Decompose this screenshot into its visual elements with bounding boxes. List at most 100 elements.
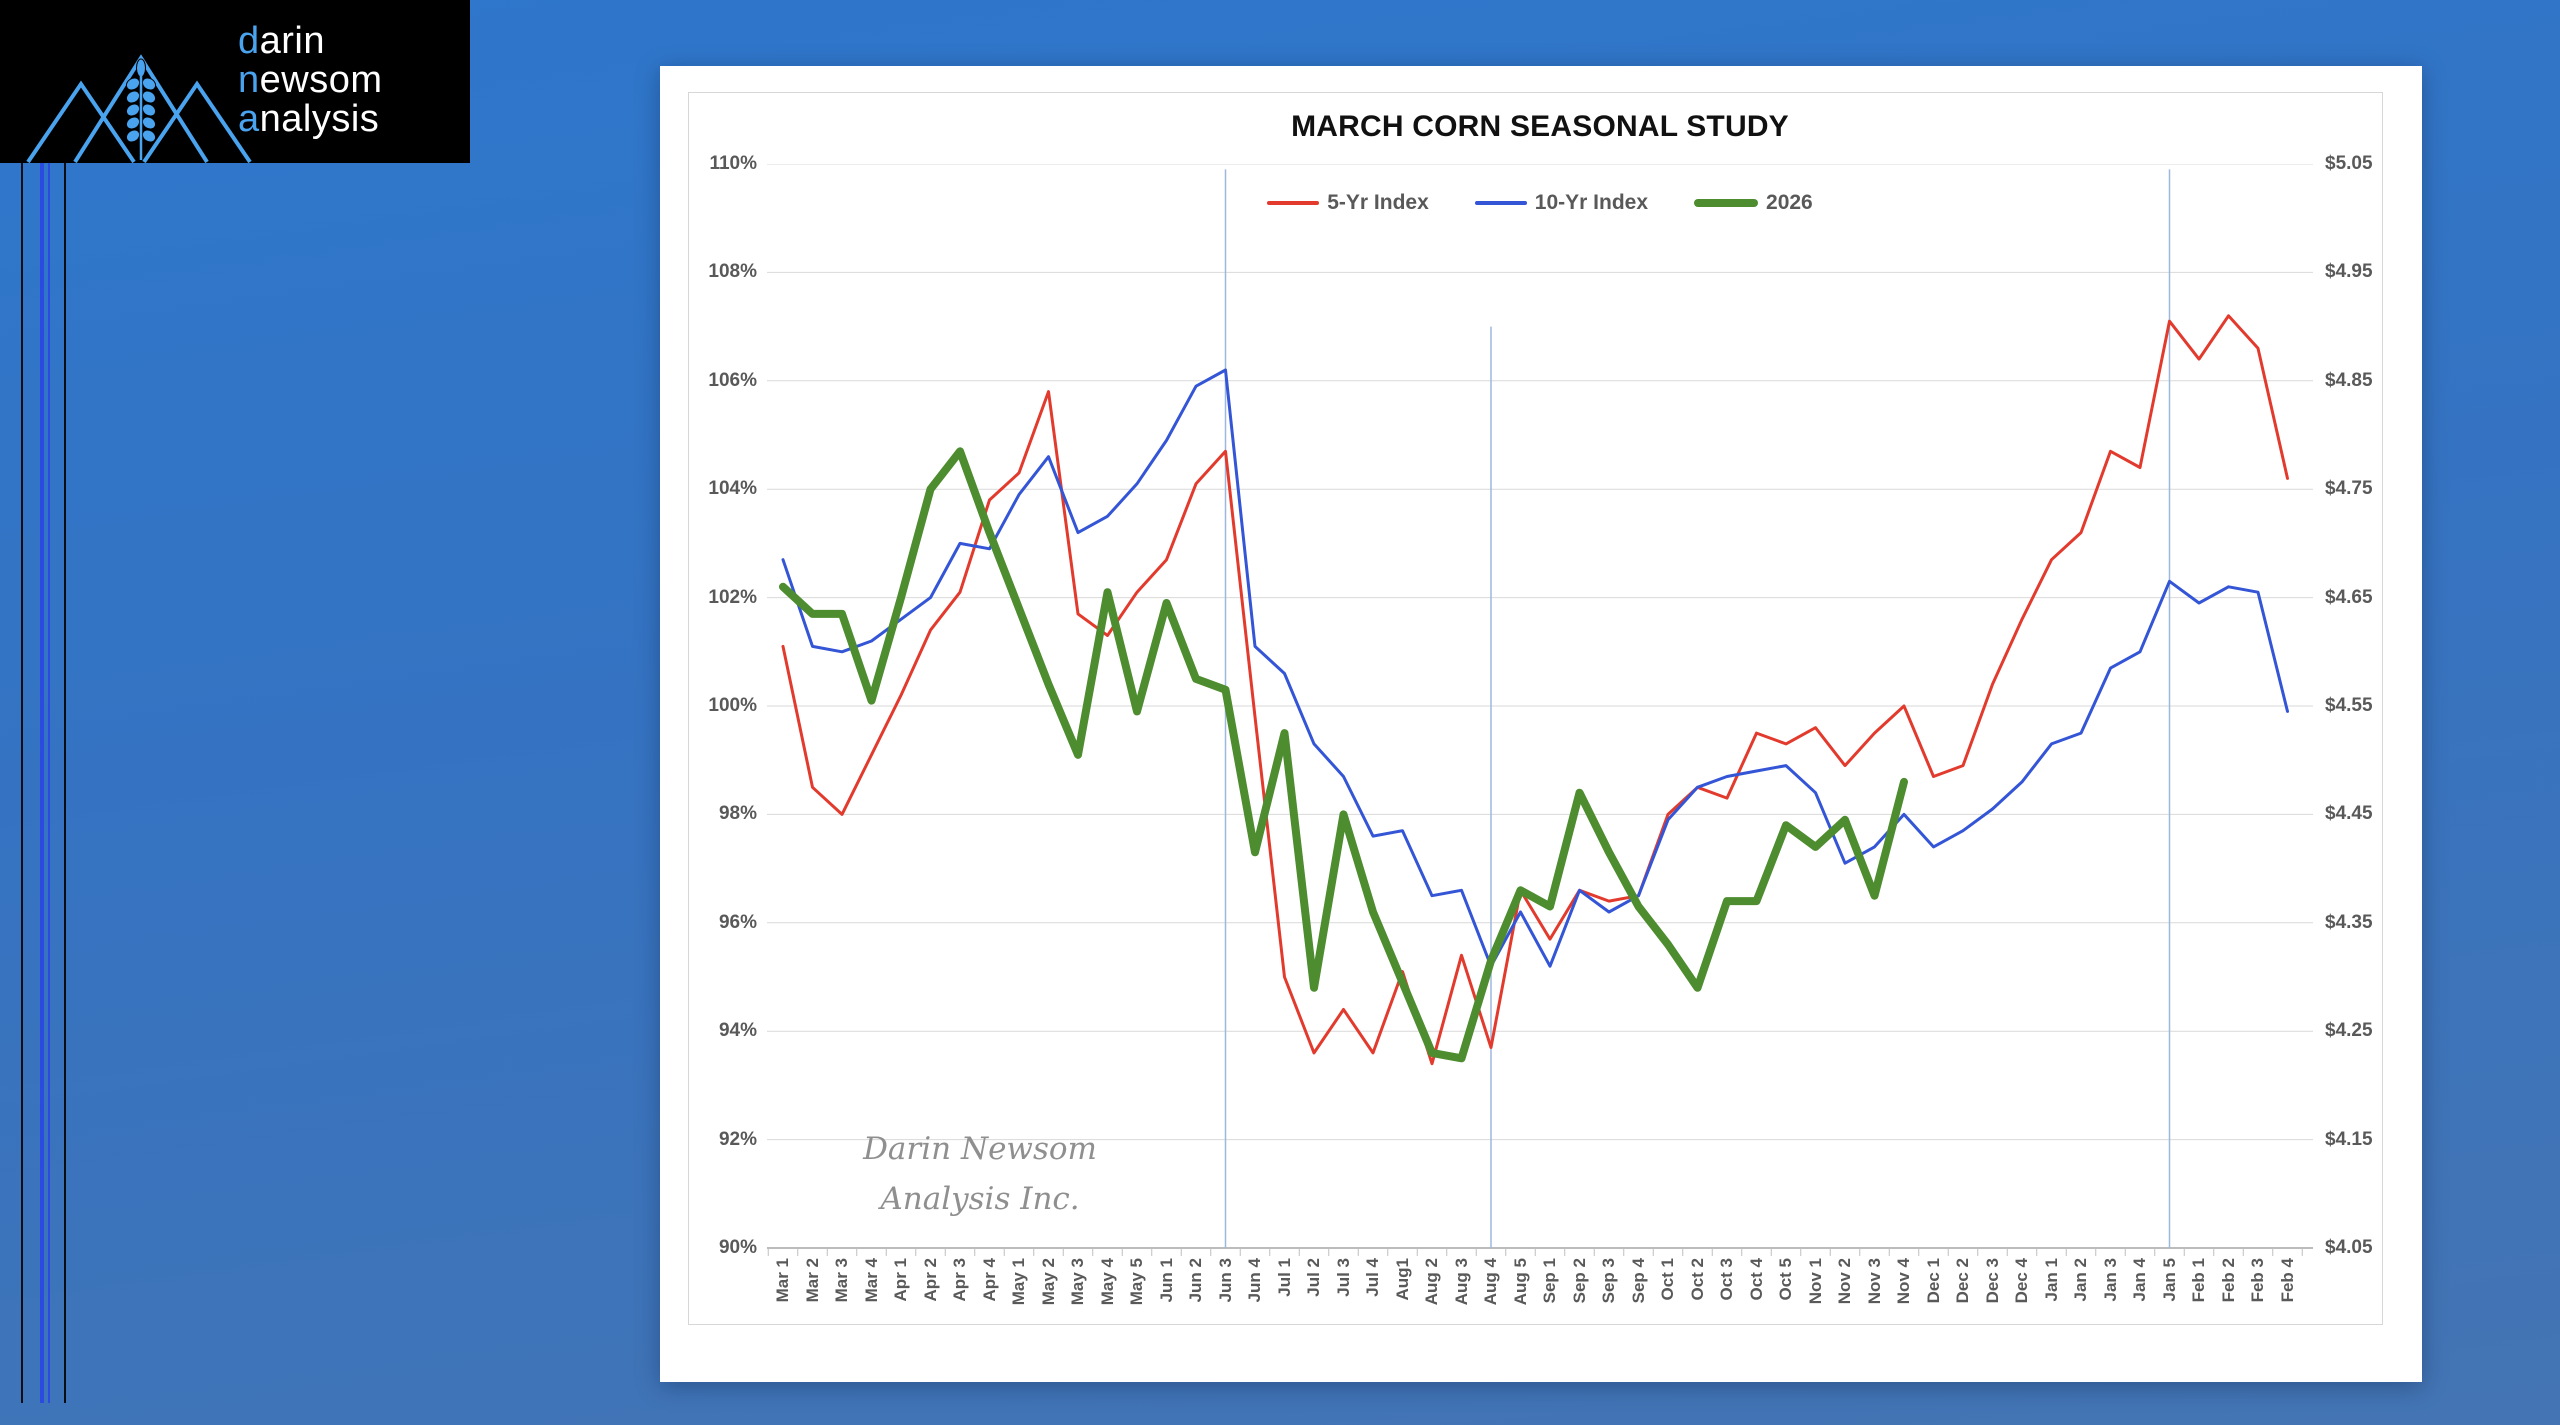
- x-label-dec-2: Dec 2: [1953, 1258, 1972, 1304]
- legend-label: 10-Yr Index: [1534, 191, 1649, 214]
- x-label-dec-4: Dec 4: [2012, 1258, 2031, 1304]
- x-label-may-5: May 5: [1127, 1258, 1146, 1306]
- x-label-jun-4: Jun 4: [1245, 1258, 1264, 1303]
- mountain-wheat-icon: [26, 54, 252, 163]
- legend-label: 2026: [1766, 191, 1813, 214]
- x-label-nov-4: Nov 4: [1894, 1258, 1913, 1305]
- x-label-nov-1: Nov 1: [1805, 1258, 1825, 1305]
- x-label-oct-3: Oct 3: [1717, 1258, 1736, 1301]
- series-line-5-yr-index: [781, 314, 2289, 1066]
- x-label-aug-2: Aug 2: [1422, 1258, 1441, 1306]
- x-label-aug1: Aug1: [1392, 1258, 1412, 1301]
- x-label-may-1: May 1: [1009, 1258, 1028, 1306]
- watermark-line-1: Darin Newsom: [863, 1131, 1097, 1167]
- axis-label-left-1: 108%: [708, 261, 757, 283]
- x-label-dec-3: Dec 3: [1982, 1258, 2002, 1304]
- x-label-feb-4: Feb 4: [2277, 1258, 2297, 1303]
- legend-line-swatch: [1474, 201, 1527, 205]
- x-label-feb-1: Feb 1: [2189, 1258, 2208, 1303]
- x-label-jul-4: Jul 4: [1363, 1258, 1382, 1297]
- x-label-sep-4: Sep 4: [1628, 1258, 1648, 1304]
- x-label-jan-2: Jan 2: [2071, 1258, 2090, 1302]
- x-label-oct-5: Oct 5: [1776, 1258, 1795, 1301]
- axis-label-left-3: 104%: [708, 478, 757, 500]
- watermark-line-2: Analysis Inc.: [880, 1181, 1080, 1217]
- plot-svg: [767, 163, 2313, 1256]
- axis-label-left-8: 94%: [718, 1020, 757, 1042]
- axis-label-right-10: $4.05: [2325, 1237, 2373, 1258]
- chart-frame: [688, 92, 2383, 1325]
- x-label-oct-2: Oct 2: [1687, 1258, 1707, 1301]
- axis-label-right-5: $4.55: [2325, 695, 2373, 716]
- left-stripe-blue-1: [40, 163, 44, 1403]
- x-label-apr-2: Apr 2: [920, 1258, 940, 1302]
- logo-block: darin newsom analysis: [0, 0, 470, 163]
- x-label-nov-3: Nov 3: [1864, 1258, 1884, 1305]
- axis-label-right-4: $4.65: [2325, 586, 2373, 608]
- logo-line-darin: darin: [238, 20, 326, 62]
- x-label-mar-3: Mar 3: [832, 1258, 851, 1303]
- chart-panel: MARCH CORN SEASONAL STUDY 5-Yr Index 10-Y…: [660, 66, 2422, 1382]
- x-label-may-3: May 3: [1068, 1258, 1087, 1306]
- x-label-may-2: May 2: [1038, 1258, 1058, 1306]
- x-label-apr-3: Apr 3: [950, 1258, 969, 1302]
- x-label-jul-3: Jul 3: [1333, 1258, 1353, 1297]
- axis-label-left-5: 100%: [708, 695, 757, 716]
- chart-title: MARCH CORN SEASONAL STUDY: [1291, 110, 1789, 143]
- legend-item-10-yr-index: 10-Yr Index: [1474, 191, 1649, 215]
- x-label-jan-4: Jan 4: [2130, 1258, 2149, 1302]
- legend-label: 5-Yr Index: [1327, 191, 1429, 214]
- x-label-feb-3: Feb 3: [2248, 1258, 2267, 1303]
- x-label-jan-5: Jan 5: [2159, 1258, 2179, 1302]
- chart-legend: 5-Yr Index 10-Yr Index 2026: [940, 188, 2140, 218]
- left-stripe-dark-1: [21, 163, 23, 1403]
- axis-label-right-8: $4.25: [2325, 1020, 2373, 1042]
- x-label-sep-2: Sep 2: [1569, 1258, 1589, 1304]
- x-label-dec-1: Dec 1: [1923, 1258, 1943, 1304]
- x-label-jan-3: Jan 3: [2100, 1258, 2120, 1302]
- x-label-may-4: May 4: [1097, 1258, 1117, 1306]
- x-label-feb-2: Feb 2: [2218, 1258, 2238, 1303]
- axis-label-left-0: 110%: [709, 153, 757, 174]
- axis-label-left-6: 98%: [718, 803, 757, 825]
- x-label-oct-1: Oct 1: [1658, 1258, 1677, 1301]
- legend-item-5-yr-index: 5-Yr Index: [1267, 191, 1429, 215]
- x-label-jun-2: Jun 2: [1186, 1258, 1205, 1303]
- axis-label-right-1: $4.95: [2325, 261, 2373, 283]
- x-label-jun-3: Jun 3: [1215, 1258, 1235, 1303]
- x-label-aug-4: Aug 4: [1481, 1258, 1500, 1306]
- x-label-jul-2: Jul 2: [1304, 1258, 1323, 1297]
- legend-item-2026: 2026: [1694, 191, 1813, 215]
- x-label-sep-1: Sep 1: [1540, 1258, 1559, 1304]
- axis-label-right-6: $4.45: [2325, 803, 2373, 825]
- x-label-oct-4: Oct 4: [1746, 1258, 1766, 1301]
- axis-label-right-0: $5.05: [2325, 153, 2373, 174]
- logo-line-newsom: newsom: [238, 59, 383, 101]
- left-stripe-blue-2: [48, 163, 50, 1403]
- axis-label-right-9: $4.15: [2325, 1128, 2373, 1150]
- left-stripe-dark-2: [64, 163, 66, 1403]
- x-label-sep-3: Sep 3: [1599, 1258, 1618, 1304]
- logo-line-analysis: analysis: [238, 98, 380, 140]
- axis-label-left-7: 96%: [718, 911, 757, 933]
- x-label-apr-1: Apr 1: [891, 1258, 910, 1302]
- x-label-mar-1: Mar 1: [773, 1258, 792, 1303]
- legend-line-swatch: [1694, 199, 1759, 207]
- series-line-2026: [779, 447, 1908, 1063]
- watermark: Darin Newsom Analysis Inc.: [810, 1124, 1150, 1224]
- legend-line-swatch: [1267, 201, 1320, 205]
- axis-label-left-2: 106%: [708, 369, 757, 391]
- axis-label-right-7: $4.35: [2325, 911, 2373, 933]
- x-label-aug-3: Aug 3: [1451, 1258, 1471, 1306]
- x-label-aug-5: Aug 5: [1510, 1258, 1530, 1306]
- x-label-mar-2: Mar 2: [802, 1258, 822, 1303]
- axis-label-left-4: 102%: [708, 586, 757, 608]
- axis-label-left-9: 92%: [718, 1128, 757, 1150]
- x-label-nov-2: Nov 2: [1835, 1258, 1854, 1305]
- x-label-jul-1: Jul 1: [1274, 1258, 1294, 1297]
- x-label-jan-1: Jan 1: [2041, 1258, 2061, 1302]
- x-label-mar-4: Mar 4: [861, 1258, 881, 1303]
- x-label-apr-4: Apr 4: [979, 1258, 999, 1302]
- x-label-jun-1: Jun 1: [1156, 1258, 1176, 1303]
